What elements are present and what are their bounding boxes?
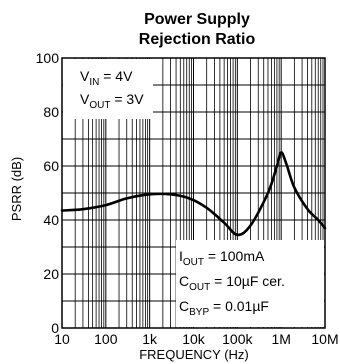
y-axis-label: PSRR (dB) — [9, 157, 24, 221]
psrr-series-line-0 — [60, 151, 327, 237]
condition-label-top-0: VIN = 4V — [80, 68, 133, 88]
y-tick-label: 60 — [43, 158, 59, 174]
chart-title-line-2: Rejection Ratio — [139, 31, 256, 48]
annotation-backgrounds — [63, 59, 324, 327]
plot-frame — [61, 57, 326, 329]
condition-label-bottom-0: IOUT = 100mA — [179, 248, 265, 268]
x-axis-label: FREQUENCY (Hz) — [139, 347, 249, 362]
x-tick-label: 1M — [271, 331, 290, 347]
chart-title-line-1: Power Supply — [144, 11, 250, 28]
condition-label-bottom-1: COUT = 10µF cer. — [179, 273, 285, 293]
y-tick-label: 0 — [51, 320, 59, 336]
series-layer — [60, 151, 327, 237]
x-tick-label: 10 — [54, 331, 70, 347]
x-tick-label: 100k — [222, 331, 253, 347]
y-tick-label: 100 — [36, 50, 60, 66]
plot-border — [61, 57, 326, 329]
y-tick-label: 80 — [43, 104, 59, 120]
conditions-box-bottom — [176, 240, 324, 327]
conditions-box-top — [63, 59, 153, 119]
annotations: VIN = 4V VOUT = 3V IOUT = 100mA COUT = 10µF… — [80, 68, 285, 318]
x-tick-label: 10M — [311, 331, 338, 347]
x-tick-label: 10k — [182, 331, 206, 347]
condition-label-bottom-2: CBYP = 0.01µF — [179, 298, 269, 318]
y-tick-label: 40 — [43, 212, 59, 228]
labels: Power Supply Rejection Ratio FREQUENCY (… — [9, 11, 255, 362]
x-tick-label: 1k — [142, 331, 158, 347]
x-tick-label: 100 — [94, 331, 118, 347]
y-tick-label: 20 — [43, 266, 59, 282]
tick-labels: 0 20 40 60 80 100 10 100 1k 10k 100k 1M 10M — [36, 50, 339, 347]
condition-label-top-1: VOUT = 3V — [80, 91, 144, 111]
